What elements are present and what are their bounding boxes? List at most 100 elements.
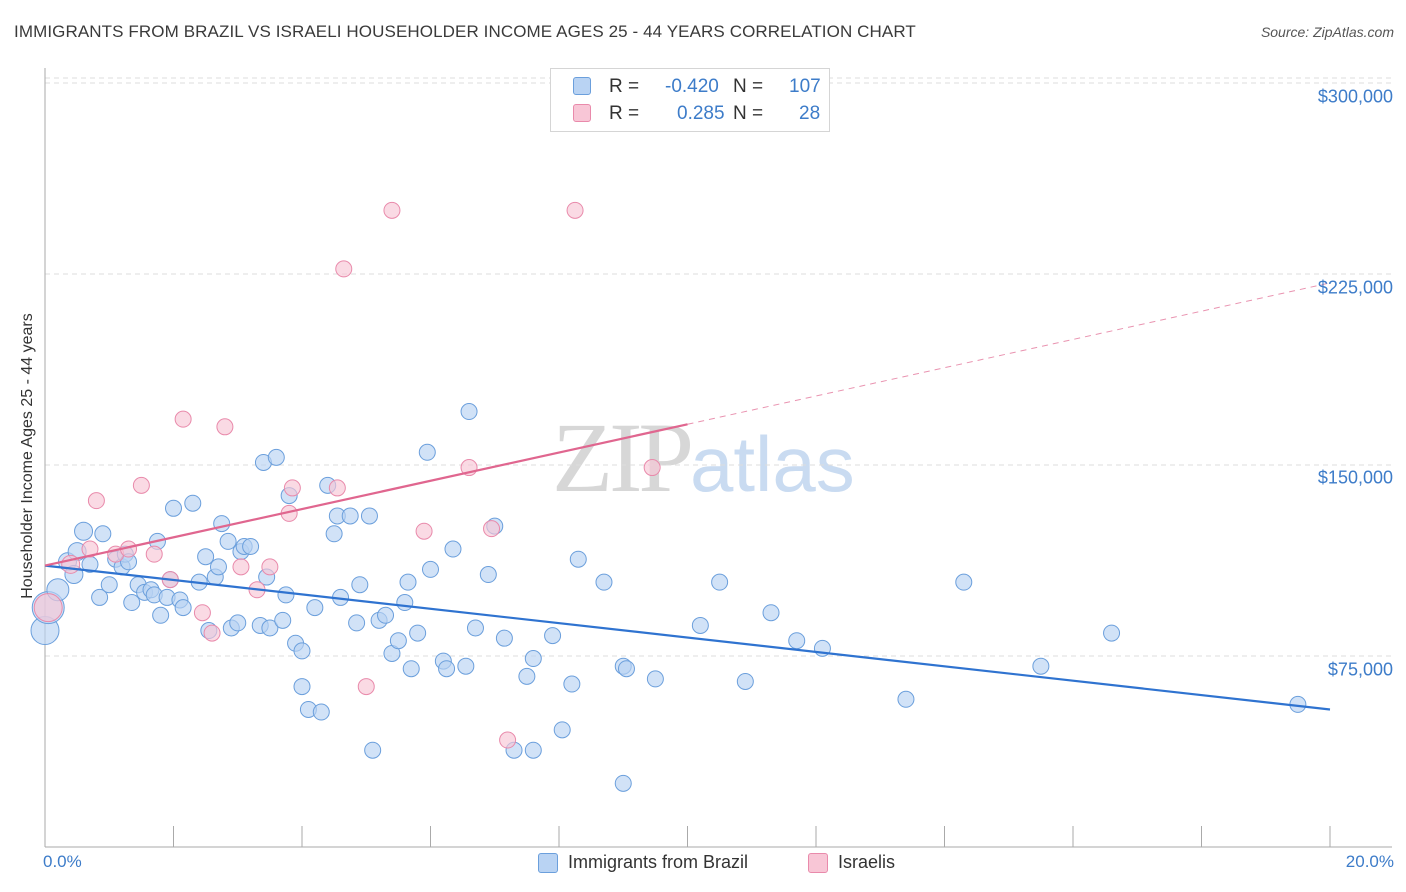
israel-point-15 [261, 558, 279, 576]
brazil-point-102 [955, 573, 973, 591]
brazil-point-49 [293, 642, 311, 660]
israel-point-11 [203, 624, 221, 642]
brazil-point-90 [595, 573, 613, 591]
brazil-point-61 [360, 507, 378, 525]
brazil-point-59 [348, 614, 366, 632]
brazil-point-89 [569, 550, 587, 568]
x-tick-label-min: 0.0% [43, 852, 82, 871]
brazil-point-10 [100, 576, 118, 594]
israel-point-17 [283, 479, 301, 497]
brazil-point-55 [325, 525, 343, 543]
brazil-point-29 [197, 548, 215, 566]
brazil-point-98 [762, 604, 780, 622]
brazil-point-92 [617, 660, 635, 678]
brazil-point-52 [306, 599, 324, 617]
bottom-legend-swatch-brazil [538, 853, 558, 873]
brazil-point-64 [377, 606, 395, 624]
brazil-point-26 [174, 599, 192, 617]
brazil-point-66 [389, 632, 407, 650]
brazil-point-74 [438, 660, 456, 678]
brazil-point-101 [897, 690, 915, 708]
bottom-legend-label-israel: Israelis [838, 852, 896, 872]
watermark-atlas: atlas [690, 420, 855, 508]
israel-point-6 [132, 476, 150, 494]
brazil-point-83 [518, 667, 536, 685]
israel-point-12 [216, 418, 234, 436]
brazil-point-81 [495, 629, 513, 647]
israel-trend-extension [687, 282, 1331, 425]
source-label: Source: ZipAtlas.com [1260, 24, 1394, 40]
brazil-point-6 [74, 521, 94, 541]
brazil-point-88 [563, 675, 581, 693]
legend-r-value-brazil: -0.420 [665, 76, 719, 97]
legend-r-value-israel: 0.285 [677, 103, 725, 124]
legend-r-label-israel: R = [609, 103, 640, 124]
brazil-trend-line [44, 564, 1331, 711]
brazil-point-94 [646, 670, 664, 688]
watermark-zip: ZIP [552, 402, 694, 513]
brazil-point-24 [165, 499, 182, 517]
brazil-point-45 [274, 611, 292, 629]
israel-point-21 [383, 201, 401, 219]
brazil-point-76 [457, 657, 475, 675]
israel-point-9 [174, 410, 192, 428]
brazil-point-84 [524, 650, 542, 668]
israel-point-3 [87, 492, 105, 510]
x-tick-label-max: 20.0% [1345, 852, 1394, 871]
brazil-point-72 [422, 560, 439, 578]
israel-point-20 [357, 678, 375, 696]
israel-point-0 [33, 593, 63, 623]
brazil-point-9 [94, 525, 112, 543]
legend-swatch-israel [573, 104, 591, 122]
y-tick-label-150000: $150,000 [1317, 467, 1393, 488]
y-tick-label-75000: $75,000 [1327, 659, 1393, 680]
brazil-point-99 [788, 632, 806, 650]
brazil-point-77 [460, 403, 478, 421]
brazil-point-97 [736, 672, 754, 690]
brazil-point-96 [711, 573, 729, 591]
correlation-legend: R = -0.420 N = 107 R = 0.285 N = 28 [550, 68, 830, 132]
israel-point-24 [483, 520, 501, 538]
brazil-point-70 [409, 624, 427, 642]
brazil-point-46 [277, 586, 295, 604]
chart-title: IMMIGRANTS FROM BRAZIL VS ISRAELI HOUSEH… [14, 22, 916, 41]
y-tick-label-225000: $225,000 [1317, 277, 1393, 298]
brazil-point-43 [261, 619, 279, 637]
brazil-point-33 [213, 515, 231, 533]
brazil-point-104 [1103, 624, 1121, 642]
brazil-point-93 [614, 774, 632, 792]
brazil-point-53 [312, 703, 330, 721]
brazil-point-87 [553, 721, 571, 739]
legend-n-value-brazil: 107 [789, 76, 821, 97]
y-axis-label: Householder Income Ages 25 - 44 years [19, 313, 36, 599]
legend-n-label-brazil: N = [733, 76, 764, 97]
brazil-point-15 [123, 594, 141, 612]
israel-point-25 [499, 731, 517, 749]
brazil-point-60 [351, 576, 369, 594]
israel-point-10 [193, 604, 211, 622]
israel-point-2 [81, 540, 99, 558]
brazil-point-58 [341, 507, 359, 525]
brazil-point-50 [293, 678, 311, 696]
brazil-point-69 [402, 660, 420, 678]
brazil-point-79 [479, 566, 497, 584]
brazil-point-71 [418, 443, 436, 461]
bottom-legend-swatch-israel [808, 853, 828, 873]
brazil-point-27 [184, 494, 202, 512]
brazil-point-36 [229, 614, 247, 632]
israel-point-18 [328, 479, 346, 497]
brazil-point-68 [399, 573, 417, 591]
brazil-point-75 [444, 540, 462, 558]
y-tick-label-300000: $300,000 [1317, 86, 1393, 107]
brazil-point-44 [267, 448, 285, 466]
israel-point-19 [335, 260, 353, 278]
israel-point-13 [232, 558, 250, 576]
israel-point-27 [643, 459, 661, 477]
israel-point-26 [566, 201, 584, 219]
brazil-point-8 [91, 588, 109, 606]
israel-point-7 [145, 545, 163, 563]
israel-trend-line [44, 423, 688, 567]
brazil-point-34 [219, 532, 237, 550]
legend-n-label-israel: N = [733, 103, 764, 124]
brazil-point-103 [1032, 657, 1050, 675]
